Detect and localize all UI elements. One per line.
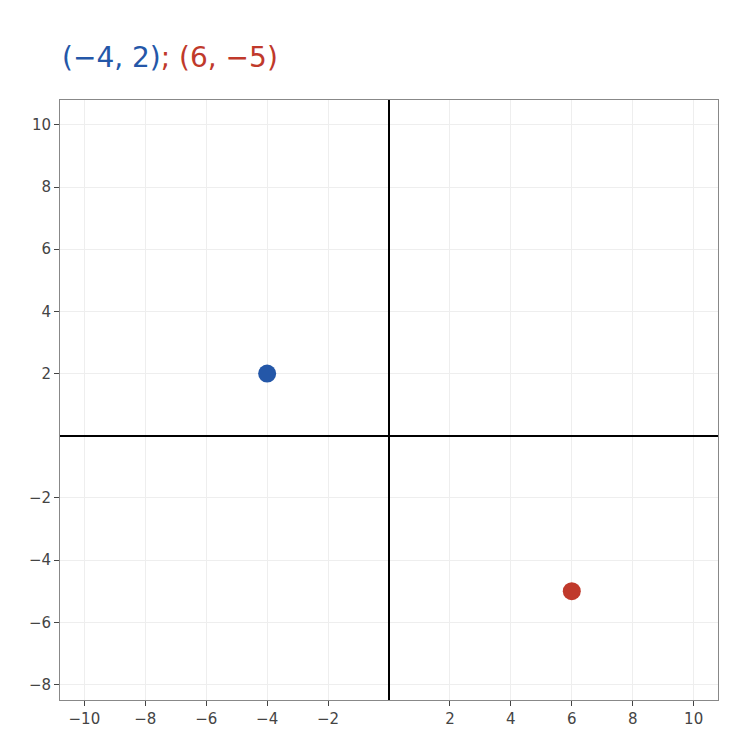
- svg-text:−2: −2: [29, 489, 51, 507]
- svg-text:−6: −6: [195, 710, 217, 728]
- svg-text:−8: −8: [134, 710, 156, 728]
- svg-text:8: 8: [41, 178, 51, 196]
- svg-text:2: 2: [41, 365, 51, 383]
- svg-text:4: 4: [506, 710, 516, 728]
- svg-text:6: 6: [567, 710, 577, 728]
- svg-text:10: 10: [684, 710, 703, 728]
- svg-text:−10: −10: [69, 710, 101, 728]
- svg-text:−4: −4: [29, 551, 51, 569]
- svg-text:(−4, 2); (6, −5): (−4, 2); (6, −5): [62, 41, 278, 74]
- svg-text:−6: −6: [29, 614, 51, 632]
- svg-text:4: 4: [41, 303, 51, 321]
- svg-text:10: 10: [32, 116, 51, 134]
- svg-text:−8: −8: [29, 676, 51, 694]
- svg-text:2: 2: [445, 710, 455, 728]
- svg-text:6: 6: [41, 240, 51, 258]
- svg-text:−4: −4: [256, 710, 278, 728]
- svg-text:8: 8: [628, 710, 638, 728]
- svg-text:−2: −2: [317, 710, 339, 728]
